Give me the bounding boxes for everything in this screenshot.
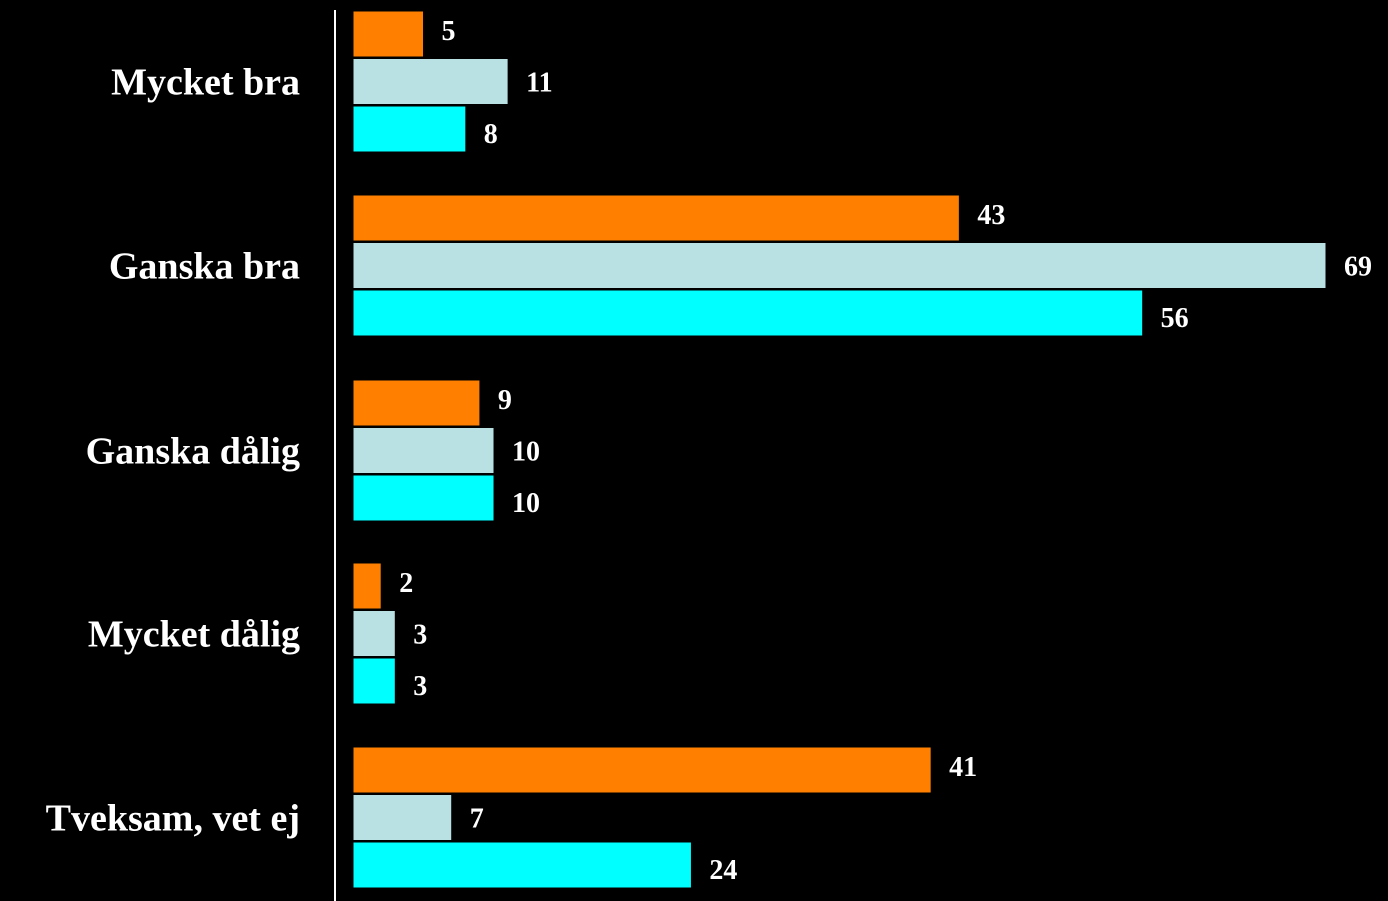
- value-label-ganska-bra-series-1: 43: [977, 200, 1005, 231]
- bar-tveksam-vet-ej-series-2: [352, 794, 453, 841]
- value-label-ganska-bra-series-2: 69: [1344, 252, 1372, 283]
- value-label-ganska-bra-series-3: 56: [1161, 303, 1189, 334]
- value-label-ganska-dalig-series-1: 9: [498, 385, 512, 416]
- bar-ganska-dalig-series-1: [352, 379, 481, 427]
- bar-mycket-bra-series-3: [352, 105, 467, 153]
- value-label-mycket-dalig-series-2: 3: [413, 620, 427, 651]
- bar-mycket-dalig-series-1: [352, 562, 382, 610]
- value-label-ganska-dalig-series-2: 10: [512, 437, 540, 468]
- value-label-mycket-bra-series-3: 8: [484, 119, 498, 150]
- value-label-mycket-dalig-series-1: 2: [399, 568, 413, 599]
- bar-mycket-dalig-series-2: [352, 610, 396, 657]
- value-label-mycket-bra-series-2: 11: [526, 68, 552, 99]
- category-label-mycket-dalig: Mycket dålig: [88, 614, 300, 656]
- value-label-mycket-dalig-series-3: 3: [413, 671, 427, 702]
- bar-mycket-bra-series-1: [352, 10, 425, 58]
- bar-ganska-dalig-series-3: [352, 474, 495, 522]
- value-label-tveksam-vet-ej-series-2: 7: [470, 804, 484, 835]
- bar-ganska-bra-series-2: [352, 242, 1327, 289]
- bar-ganska-dalig-series-2: [352, 427, 495, 474]
- value-label-mycket-bra-series-1: 5: [442, 16, 456, 47]
- bar-ganska-bra-series-3: [352, 289, 1144, 337]
- bars: [352, 10, 1327, 889]
- value-label-tveksam-vet-ej-series-1: 41: [949, 752, 977, 783]
- bar-ganska-bra-series-1: [352, 194, 960, 242]
- bar-mycket-dalig-series-3: [352, 657, 396, 705]
- category-label-mycket-bra: Mycket bra: [111, 62, 300, 104]
- category-labels: Mycket bra Ganska bra Ganska dålig Mycket d…: [46, 62, 300, 840]
- value-label-tveksam-vet-ej-series-3: 24: [709, 855, 737, 886]
- bar-tveksam-vet-ej-series-3: [352, 841, 692, 889]
- bar-mycket-bra-series-2: [352, 58, 509, 105]
- category-label-ganska-bra: Ganska bra: [109, 246, 300, 288]
- category-label-ganska-dalig: Ganska dålig: [86, 431, 300, 473]
- bar-tveksam-vet-ej-series-1: [352, 746, 932, 794]
- category-label-tveksam-vet-ej: Tveksam, vet ej: [46, 798, 300, 840]
- value-label-ganska-dalig-series-3: 10: [512, 488, 540, 519]
